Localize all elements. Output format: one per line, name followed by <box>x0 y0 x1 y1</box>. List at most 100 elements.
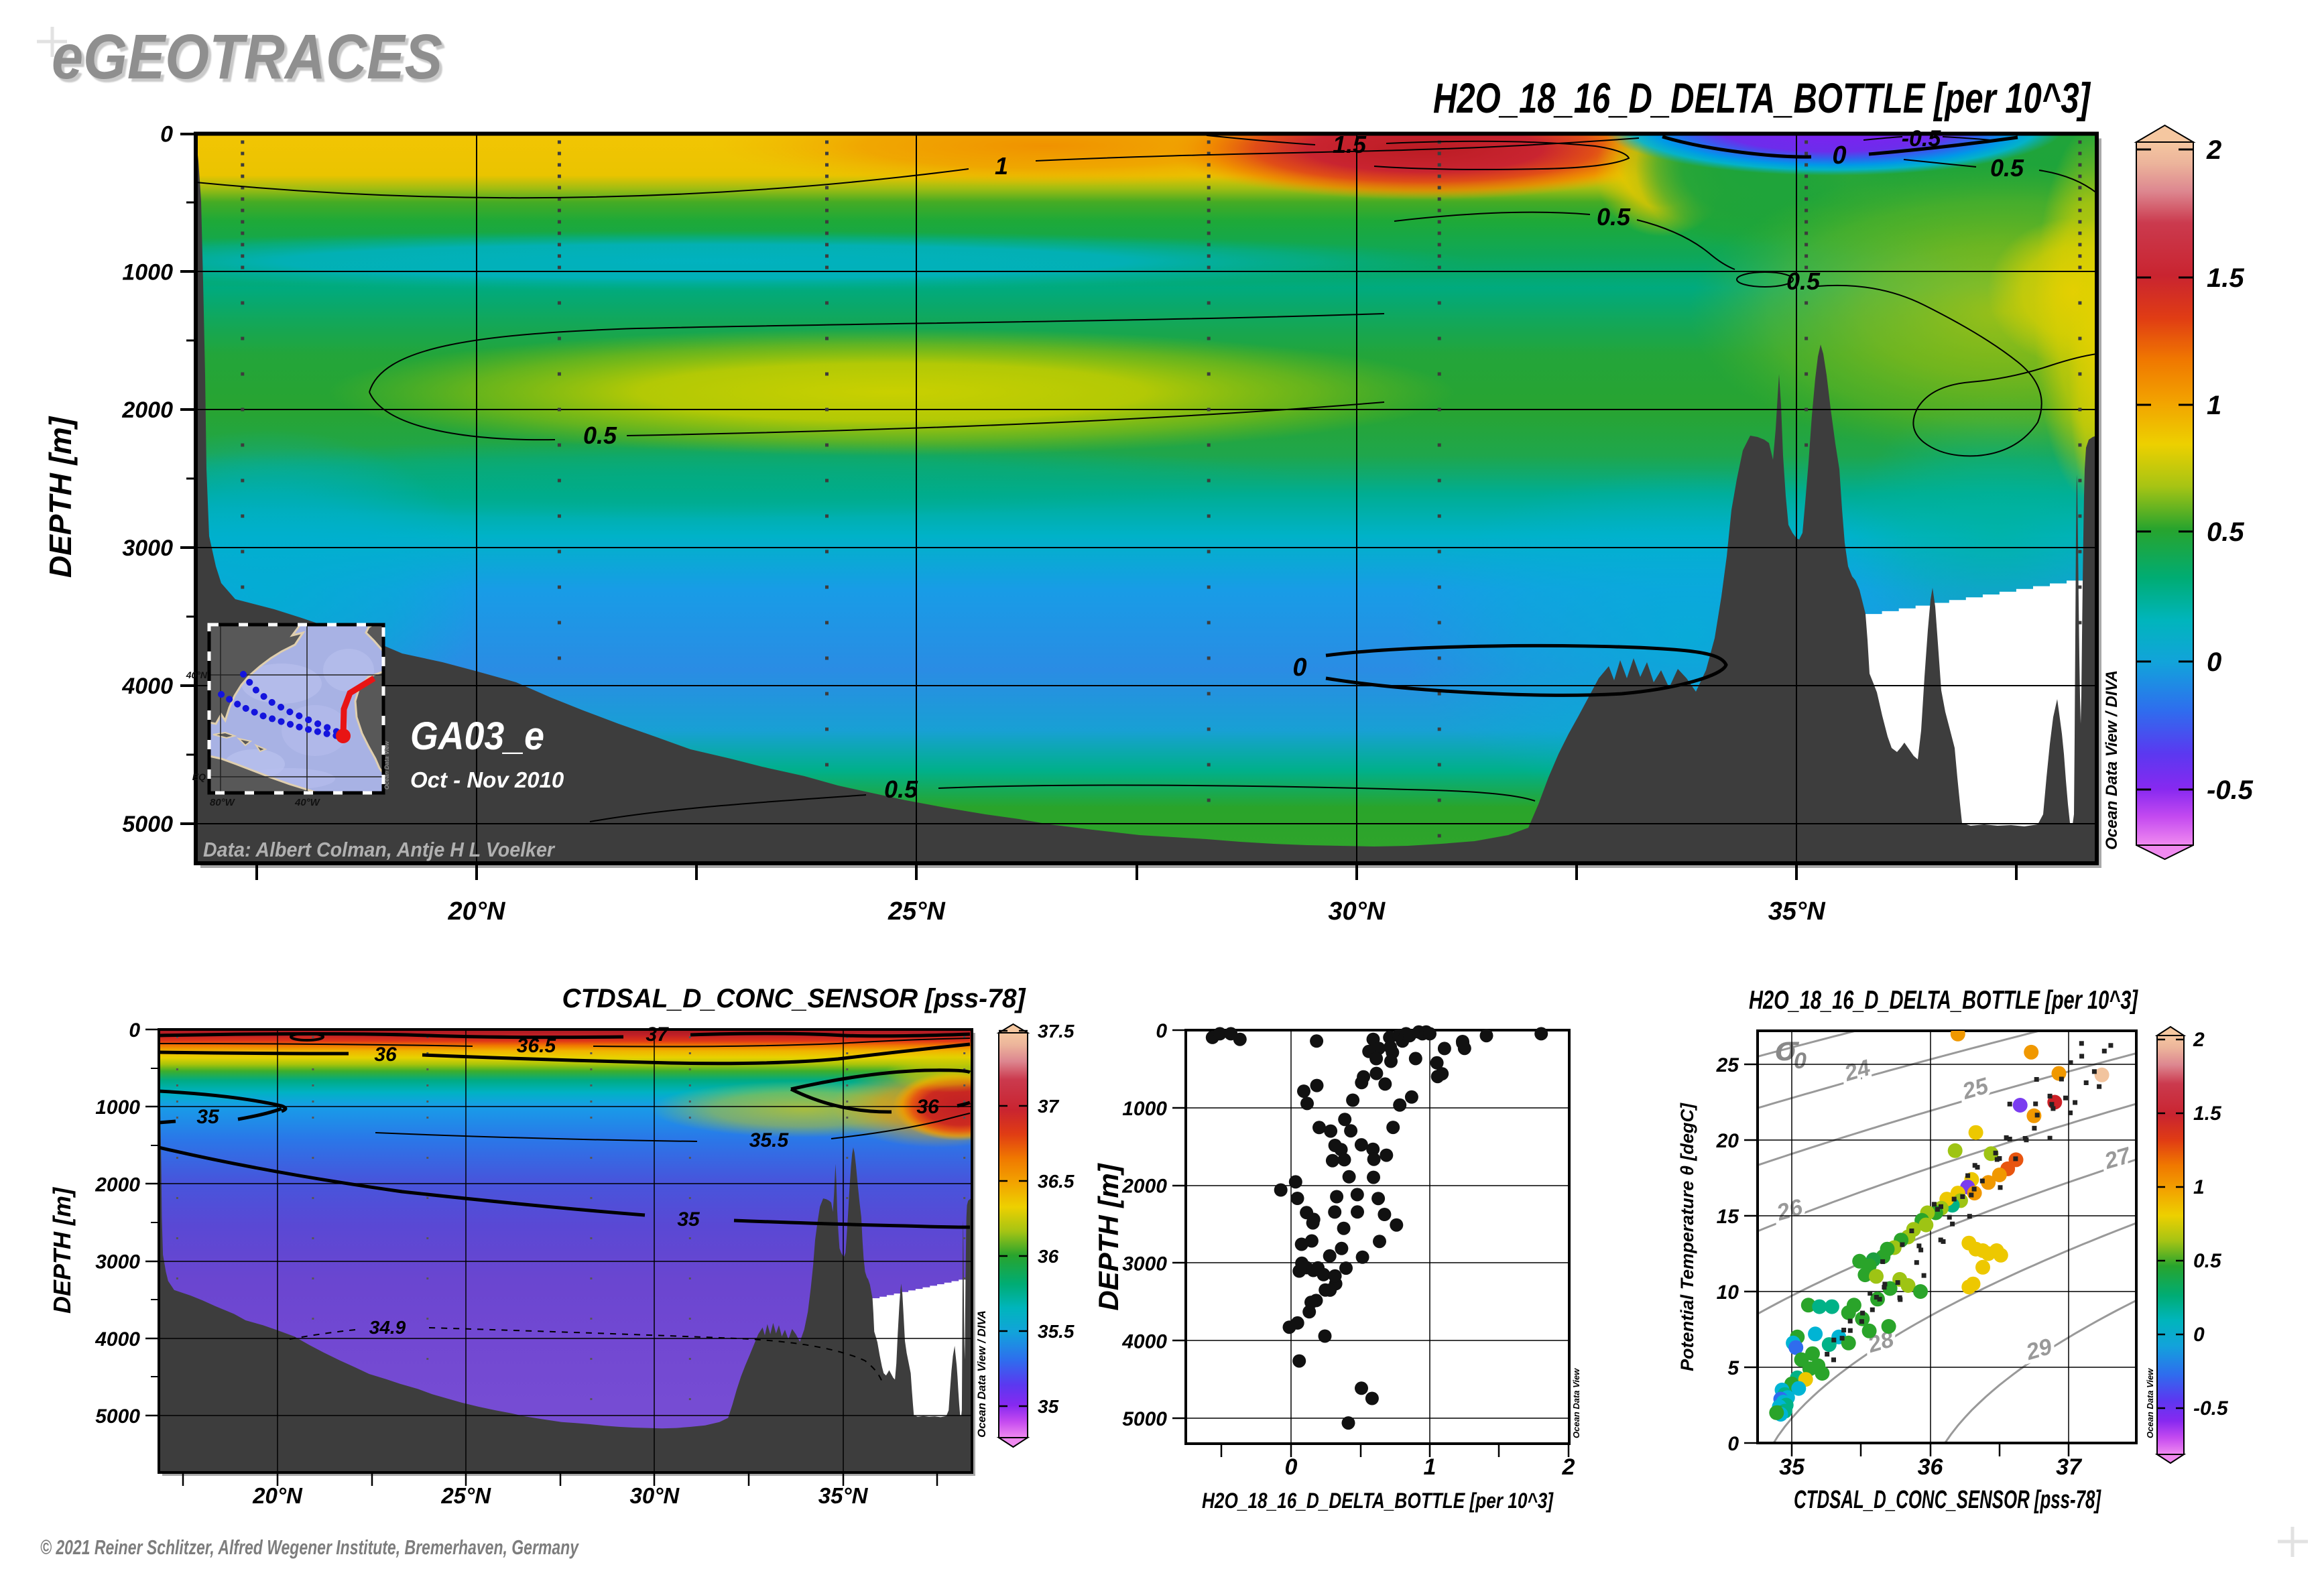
svg-text:35.5: 35.5 <box>1038 1321 1075 1342</box>
svg-text:37: 37 <box>646 1023 669 1046</box>
svg-text:Ocean Data View / DIVA: Ocean Data View / DIVA <box>975 1310 988 1438</box>
svg-text:0.5: 0.5 <box>583 422 617 449</box>
svg-text:0: 0 <box>1292 653 1306 682</box>
svg-text:0.5: 0.5 <box>884 775 918 803</box>
svg-text:1.5: 1.5 <box>2207 263 2244 293</box>
svg-text:0: 0 <box>1794 1048 1807 1074</box>
svg-text:35: 35 <box>1038 1396 1059 1417</box>
svg-text:Ocean Data View: Ocean Data View <box>2145 1368 2155 1438</box>
svg-text:1000: 1000 <box>122 259 173 285</box>
svg-text:Ocean Data View / DIVA: Ocean Data View / DIVA <box>2103 670 2121 850</box>
svg-text:30°N: 30°N <box>630 1483 680 1508</box>
svg-text:0: 0 <box>1156 1020 1167 1042</box>
svg-text:1: 1 <box>1424 1454 1436 1480</box>
svg-text:3000: 3000 <box>95 1251 140 1273</box>
svg-text:1: 1 <box>2193 1176 2205 1198</box>
svg-text:H2O_18_16_D_DELTA_BOTTLE [per: H2O_18_16_D_DELTA_BOTTLE [per 10^3] <box>1433 75 2091 122</box>
svg-text:35: 35 <box>677 1208 700 1231</box>
svg-text:5000: 5000 <box>122 812 173 837</box>
svg-text:GA03_e: GA03_e <box>410 714 544 758</box>
svg-text:10: 10 <box>1717 1281 1739 1304</box>
svg-text:3000: 3000 <box>1122 1253 1167 1275</box>
svg-text:CTDSAL_D_CONC_SENSOR [pss-78]: CTDSAL_D_CONC_SENSOR [pss-78] <box>1794 1486 2101 1514</box>
svg-text:DEPTH [m]: DEPTH [m] <box>1093 1162 1124 1310</box>
svg-text:40°N: 40°N <box>186 670 208 680</box>
svg-text:H2O_18_16_D_DELTA_BOTTLE [per: H2O_18_16_D_DELTA_BOTTLE [per 10^3] <box>1202 1489 1554 1513</box>
svg-text:4000: 4000 <box>121 674 173 699</box>
svg-text:25°N: 25°N <box>888 897 946 926</box>
svg-text:29: 29 <box>2023 1334 2055 1365</box>
svg-text:0: 0 <box>1832 141 1846 170</box>
svg-text:0: 0 <box>1285 1454 1298 1480</box>
svg-text:© 2021 Reiner Schlitzer, Alfre: © 2021 Reiner Schlitzer, Alfred Wegener … <box>40 1535 579 1559</box>
svg-text:5: 5 <box>1727 1357 1739 1379</box>
svg-text:20°N: 20°N <box>448 897 506 926</box>
svg-text:2000: 2000 <box>1121 1176 1167 1198</box>
svg-text:Oct - Nov 2010: Oct - Nov 2010 <box>410 767 564 792</box>
svg-text:0: 0 <box>129 1019 140 1042</box>
svg-text:1000: 1000 <box>95 1096 140 1119</box>
svg-text:0.5: 0.5 <box>1597 203 1631 231</box>
svg-text:0.5: 0.5 <box>1786 267 1821 295</box>
svg-text:36.5: 36.5 <box>517 1035 557 1057</box>
svg-text:35.5: 35.5 <box>749 1129 790 1151</box>
svg-text:0: 0 <box>2207 647 2221 677</box>
svg-text:eGEOTRACES: eGEOTRACES <box>52 21 442 92</box>
svg-text:5000: 5000 <box>1122 1408 1167 1430</box>
svg-text:0.5: 0.5 <box>1990 154 2024 182</box>
svg-text:35°N: 35°N <box>1768 897 1826 926</box>
svg-text:0: 0 <box>160 122 173 147</box>
svg-text:37.5: 37.5 <box>1038 1021 1075 1042</box>
svg-text:20°N: 20°N <box>252 1483 303 1508</box>
svg-text:25: 25 <box>1716 1054 1740 1076</box>
svg-text:Ocean Data View: Ocean Data View <box>1571 1368 1581 1438</box>
svg-text:1000: 1000 <box>1122 1098 1167 1120</box>
svg-text:Ocean Data View: Ocean Data View <box>383 741 390 790</box>
svg-text:34.9: 34.9 <box>369 1317 406 1338</box>
svg-text:35: 35 <box>196 1106 220 1128</box>
svg-text:-0.5: -0.5 <box>2207 775 2254 805</box>
svg-text:80°W: 80°W <box>210 797 236 808</box>
svg-text:36.5: 36.5 <box>1038 1171 1075 1192</box>
svg-text:Potential Temperature θ [degC]: Potential Temperature θ [degC] <box>1677 1103 1697 1371</box>
svg-text:36: 36 <box>1918 1454 1944 1480</box>
svg-text:2000: 2000 <box>95 1174 140 1196</box>
svg-text:1: 1 <box>2207 391 2221 420</box>
svg-text:25: 25 <box>1959 1073 1992 1105</box>
svg-text:36: 36 <box>374 1044 397 1066</box>
svg-text:1: 1 <box>995 152 1008 180</box>
svg-text:4000: 4000 <box>95 1328 140 1351</box>
svg-text:Data: Albert Colman, Antje H L: Data: Albert Colman, Antje H L Voelker <box>203 838 556 861</box>
svg-text:CTDSAL_D_CONC_SENSOR [pss-78]: CTDSAL_D_CONC_SENSOR [pss-78] <box>562 984 1027 1013</box>
svg-text:30°N: 30°N <box>1328 897 1386 926</box>
svg-text:35: 35 <box>1779 1454 1805 1480</box>
svg-text:0.5: 0.5 <box>2193 1250 2222 1272</box>
svg-text:40°W: 40°W <box>294 797 321 808</box>
svg-text:DEPTH [m]: DEPTH [m] <box>48 1187 76 1314</box>
svg-text:35°N: 35°N <box>818 1483 869 1508</box>
svg-text:DEPTH [m]: DEPTH [m] <box>43 416 78 578</box>
svg-text:4000: 4000 <box>1121 1330 1167 1353</box>
svg-text:-0.5: -0.5 <box>1902 126 1942 151</box>
svg-text:0.5: 0.5 <box>2207 517 2244 547</box>
svg-text:20: 20 <box>1716 1130 1739 1152</box>
svg-text:-0.5: -0.5 <box>2193 1397 2229 1420</box>
svg-text:EQ: EQ <box>192 771 206 782</box>
svg-text:36: 36 <box>916 1096 939 1118</box>
svg-text:1.5: 1.5 <box>2193 1103 2222 1125</box>
svg-text:36: 36 <box>1038 1246 1059 1267</box>
svg-text:26: 26 <box>1774 1194 1807 1227</box>
svg-text:0: 0 <box>2193 1324 2205 1346</box>
svg-text:2: 2 <box>1562 1454 1575 1480</box>
svg-text:15: 15 <box>1717 1206 1740 1228</box>
svg-text:3000: 3000 <box>122 536 173 561</box>
svg-text:37: 37 <box>1038 1096 1060 1117</box>
svg-text:37: 37 <box>2056 1454 2083 1480</box>
svg-text:H2O_18_16_D_DELTA_BOTTLE [per: H2O_18_16_D_DELTA_BOTTLE [per 10^3] <box>1749 986 2138 1015</box>
svg-text:σ: σ <box>1775 1029 1800 1068</box>
svg-text:25°N: 25°N <box>440 1483 491 1508</box>
svg-text:5000: 5000 <box>95 1405 140 1428</box>
svg-text:2: 2 <box>2206 135 2221 165</box>
svg-text:2: 2 <box>2193 1029 2205 1051</box>
svg-text:0: 0 <box>1727 1433 1739 1455</box>
